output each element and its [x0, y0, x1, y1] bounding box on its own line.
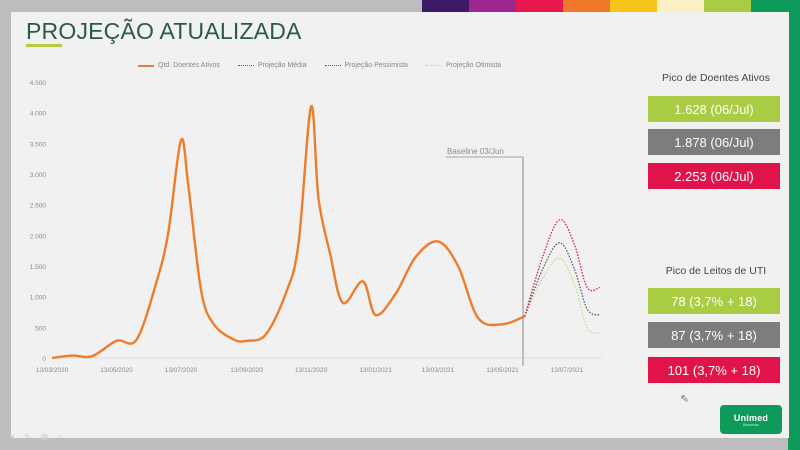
- legend-item-media: Projeção Média: [237, 62, 307, 69]
- y-tick-label: 0: [42, 356, 46, 363]
- x-tick-label: 13/05/2020: [100, 367, 133, 374]
- y-tick-label: 4.000: [30, 111, 47, 118]
- y-tick-label: 3.500: [30, 141, 47, 148]
- y-tick-label: 4.500: [30, 80, 47, 87]
- y-axis: 0 500 1.000 1.500 2.000 2.500 3.000 3.500 4.000 4…: [30, 80, 47, 363]
- x-tick-label: 13/01/2021: [359, 367, 392, 374]
- x-axis: 13/03/2020 13/05/2020 13/07/2020 13/09/2020…: [36, 367, 584, 374]
- color-segment: [610, 0, 657, 12]
- x-tick-label: 13/09/2020: [230, 367, 263, 374]
- x-tick-label: 13/05/2021: [486, 367, 519, 374]
- peak-active-pessimistic: 2.253 (06/Jul): [648, 163, 780, 189]
- unimed-logo: Unimed Blumenau: [720, 405, 782, 434]
- color-segment: [563, 0, 610, 12]
- x-tick-label: 13/03/2021: [422, 367, 455, 374]
- color-segment: [516, 0, 563, 12]
- peak-active-average: 1.878 (06/Jul): [648, 129, 780, 155]
- title-underline: [26, 44, 62, 47]
- peak-icu-pessimistic: 101 (3,7% + 18): [648, 357, 780, 383]
- color-segment: [657, 0, 704, 12]
- brand-color-bar: [0, 0, 800, 12]
- y-tick-label: 2.500: [30, 203, 47, 210]
- zoom-icon[interactable]: ⌕: [58, 432, 63, 441]
- legend-swatch-dotted-icon: [237, 65, 254, 66]
- x-tick-label: 13/03/2020: [36, 367, 69, 374]
- legend-label: Projeção Otimista: [445, 62, 502, 69]
- y-tick-label: 2.000: [30, 233, 47, 240]
- series-line-proje-o-otimista: [524, 257, 601, 335]
- brand-side-bar: [788, 0, 800, 450]
- series-line-proje-o-pessimista: [524, 219, 600, 317]
- y-tick-label: 500: [35, 325, 46, 332]
- color-segment: [0, 0, 422, 12]
- page-title: PROJEÇÃO ATUALIZADA: [26, 18, 302, 44]
- chart-legend: Qtd. Doentes Ativos Projeção Média Proje…: [138, 62, 501, 69]
- y-tick-label: 1.500: [30, 264, 47, 271]
- series-line-proje-o-m-dia: [524, 242, 601, 317]
- legend-swatch-solid-icon: [138, 64, 154, 67]
- legend-item-ativos: Qtd. Doentes Ativos: [138, 62, 220, 69]
- y-tick-label: 1.000: [30, 295, 47, 302]
- series-line-qtd-doentes-ativos: [51, 105, 526, 360]
- mouse-cursor-icon: ⇖: [680, 393, 690, 405]
- line-chart: 0 500 1.000 1.500 2.000 2.500 3.000 3.500 4.000 4…: [30, 80, 602, 374]
- logo-sub: Blumenau: [743, 422, 759, 427]
- legend-item-otimista: Projeção Otimista: [425, 62, 502, 69]
- x-tick-label: 13/07/2020: [165, 367, 198, 374]
- pen-icon[interactable]: ✎: [24, 432, 31, 441]
- presentation-controls: ◂ ✎ ▦ ⌕: [10, 432, 63, 442]
- legend-label: Projeção Média: [257, 62, 307, 69]
- logo-name: Unimed: [733, 412, 769, 423]
- peak-icu-average: 87 (3,7% + 18): [648, 322, 780, 348]
- legend-label: Qtd. Doentes Ativos: [158, 62, 220, 69]
- legend-item-pessimista: Projeção Pessimista: [324, 62, 408, 69]
- peak-active-title: Pico de Doentes Ativos: [662, 72, 770, 84]
- color-segment: [751, 0, 800, 12]
- legend-swatch-dotted-icon: [324, 65, 341, 66]
- slides-grid-icon[interactable]: ▦: [40, 432, 49, 441]
- color-segment: [422, 0, 469, 12]
- previous-slide-icon[interactable]: ◂: [10, 432, 15, 441]
- color-segment: [469, 0, 516, 12]
- peak-icu-optimistic: 78 (3,7% + 18): [648, 288, 780, 314]
- x-tick-label: 13/07/2021: [551, 367, 584, 374]
- peak-active-optimistic: 1.628 (06/Jul): [648, 96, 780, 122]
- x-tick-label: 13/11/2020: [295, 367, 327, 374]
- color-segment: [704, 0, 751, 12]
- peak-icu-title: Pico de Leitos de UTI: [665, 265, 767, 277]
- chart-series: [51, 105, 601, 360]
- y-tick-label: 3.000: [30, 172, 47, 179]
- legend-label: Projeção Pessimista: [344, 62, 408, 69]
- legend-swatch-dotted-icon: [425, 65, 442, 66]
- baseline-label: Baseline 03/Jun: [447, 147, 504, 156]
